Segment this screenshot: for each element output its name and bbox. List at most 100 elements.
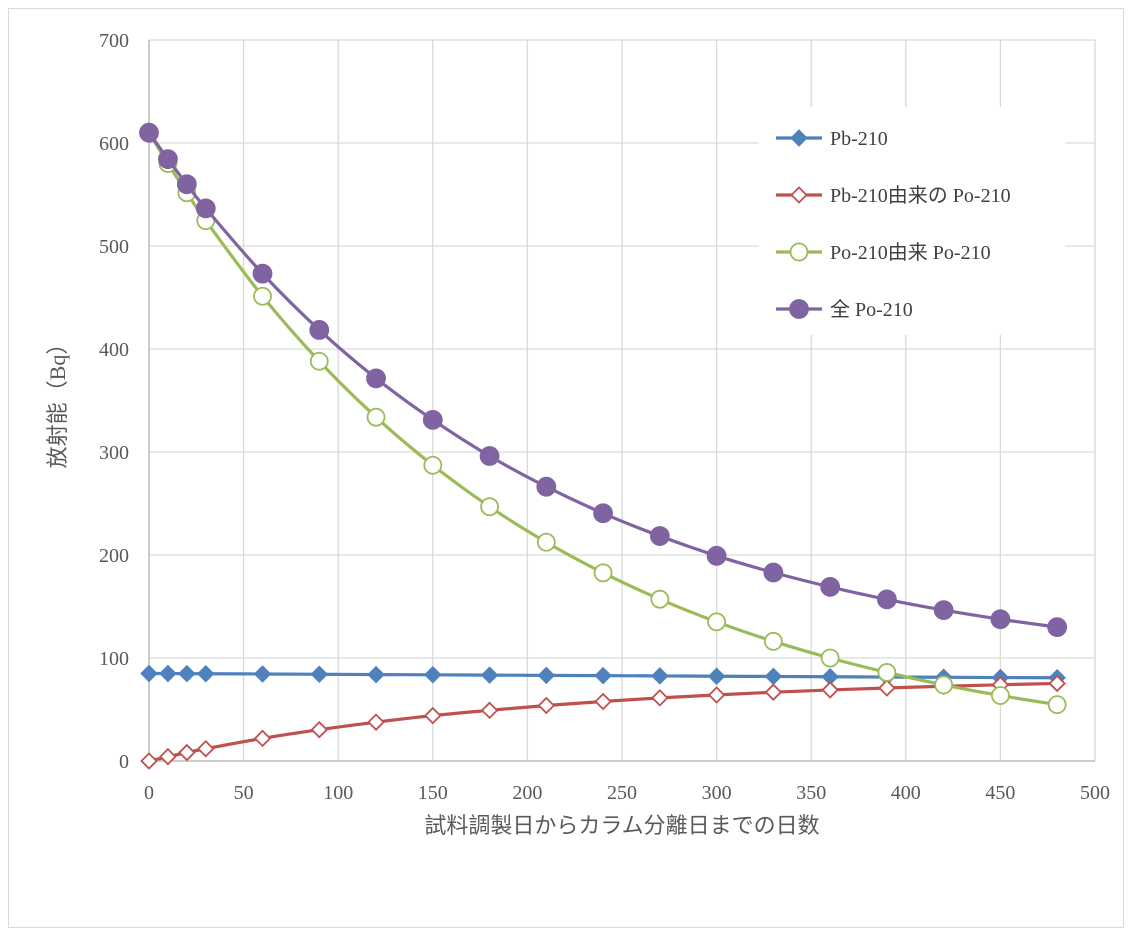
y-tick-label: 400	[99, 339, 129, 361]
data-point	[934, 675, 954, 695]
y-tick-label: 700	[99, 30, 129, 52]
data-point	[309, 351, 329, 371]
data-point	[424, 706, 442, 725]
x-tick-label: 250	[607, 782, 637, 804]
legend-item: 全 Po-210	[776, 298, 913, 321]
legend-item: Po-210由来 Po-210	[776, 241, 991, 264]
data-point	[933, 600, 954, 621]
x-tick-label: 300	[702, 782, 732, 804]
data-point	[707, 667, 726, 686]
data-point	[479, 446, 500, 466]
data-point	[593, 563, 613, 583]
y-axis-title: 放射能（Bq）	[45, 333, 70, 469]
data-point	[309, 320, 330, 340]
data-point	[651, 689, 669, 707]
data-point	[366, 407, 386, 427]
y-tick-label: 100	[99, 648, 129, 670]
data-point	[877, 663, 897, 682]
data-point	[178, 664, 196, 683]
data-point	[253, 665, 272, 683]
data-point	[536, 476, 557, 497]
data-point	[159, 747, 177, 766]
data-point	[423, 455, 443, 475]
legend: Pb-210 Pb-210由来の Po-210 Po-210由来 Po-210 全 P…	[759, 107, 1065, 335]
data-point	[366, 368, 386, 389]
x-tick-label: 50	[234, 782, 254, 804]
series-3	[139, 123, 1067, 715]
data-point	[1048, 674, 1066, 693]
data-point	[253, 286, 272, 306]
legend-background	[759, 107, 1065, 335]
data-point	[764, 683, 783, 701]
data-point	[649, 526, 670, 546]
x-tick-label: 200	[512, 782, 542, 804]
gridlines	[148, 39, 1096, 762]
data-point	[876, 589, 897, 610]
x-tick-label: 400	[891, 782, 921, 804]
data-point	[820, 648, 840, 668]
data-point	[650, 589, 670, 609]
legend-item: Pb-210	[776, 128, 888, 150]
chart-svg: 0 50 100 150 200 250 300 350 400 450 500 0 100 200 300…	[45, 30, 1110, 838]
tick-labels: 0 50 100 150 200 250 300 350 400 450 500 0 100 200 300…	[99, 30, 1110, 804]
data-point	[310, 720, 329, 739]
data-point	[480, 497, 499, 517]
x-tick-label: 150	[418, 782, 448, 804]
data-point	[764, 667, 783, 686]
data-point	[990, 609, 1011, 630]
data-point	[424, 666, 442, 684]
data-point	[878, 679, 896, 697]
legend-marker	[789, 242, 809, 262]
legend-label: Po-210由来 Po-210	[830, 241, 991, 264]
data-point	[178, 743, 196, 762]
x-tick-label: 350	[796, 782, 826, 804]
y-tick-label: 500	[99, 236, 129, 258]
data-point	[367, 713, 385, 731]
axes	[148, 40, 1095, 762]
y-tick-label: 0	[119, 751, 129, 773]
data-point	[991, 686, 1010, 705]
data-point	[367, 665, 385, 684]
data-point	[537, 666, 556, 685]
legend-label: Pb-210由来の Po-210	[830, 184, 1011, 207]
chart-area: 0 50 100 150 200 250 300 350 400 450 500 0 100 200 300…	[8, 8, 1124, 928]
x-tick-label: 500	[1080, 782, 1110, 804]
legend-label: 全 Po-210	[830, 298, 913, 321]
data-point	[158, 149, 178, 170]
legend-marker	[789, 299, 809, 319]
y-tick-label: 300	[99, 442, 129, 464]
data-point	[536, 532, 556, 552]
data-point	[821, 681, 839, 699]
data-point	[1047, 617, 1068, 637]
data-point	[310, 665, 329, 684]
data-point	[196, 664, 215, 683]
x-axis-title: 試料調製日からカラム分離日までの日数	[424, 813, 819, 838]
x-tick-label: 0	[144, 782, 154, 804]
data-point	[196, 739, 215, 758]
y-tick-label: 200	[99, 545, 129, 567]
data-point	[1047, 695, 1067, 715]
data-point	[252, 263, 273, 284]
data-point	[139, 122, 159, 143]
data-point	[594, 692, 612, 711]
data-point	[253, 729, 272, 748]
x-tick-label: 450	[985, 782, 1015, 804]
data-point	[706, 545, 727, 566]
series	[139, 122, 1068, 770]
data-point	[480, 701, 499, 720]
data-point	[140, 664, 158, 683]
data-point	[763, 562, 784, 583]
data-point	[651, 667, 669, 685]
legend-marker	[790, 186, 808, 204]
legend-marker	[790, 129, 808, 147]
series-2	[140, 674, 1066, 770]
data-point	[707, 686, 726, 704]
series-4	[139, 122, 1068, 637]
legend-label: Pb-210	[830, 128, 888, 150]
data-point	[594, 666, 612, 685]
x-tick-label: 100	[323, 782, 353, 804]
data-point	[159, 664, 177, 683]
y-tick-label: 600	[99, 133, 129, 155]
data-point	[707, 612, 726, 632]
data-point	[176, 174, 197, 195]
